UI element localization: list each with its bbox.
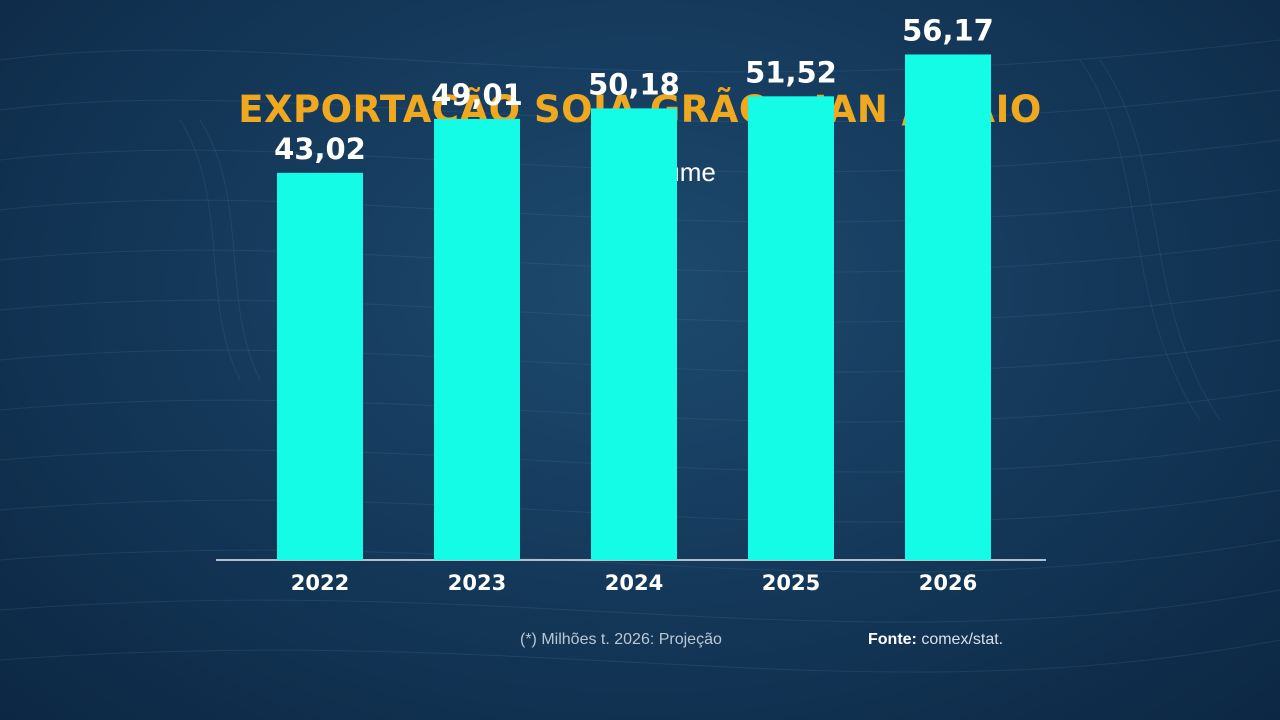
value-label-2026: 56,17 bbox=[902, 13, 994, 47]
value-label-2022: 43,02 bbox=[274, 132, 366, 166]
bar-2023 bbox=[434, 118, 520, 560]
x-tick-label-2024: 2024 bbox=[605, 571, 663, 595]
value-label-2024: 50,18 bbox=[588, 67, 680, 101]
source-value: comex/stat. bbox=[916, 631, 1004, 648]
x-tick-label-2023: 2023 bbox=[448, 571, 506, 595]
x-tick-label-2022: 2022 bbox=[291, 571, 349, 595]
value-label-2023: 49,01 bbox=[431, 78, 523, 112]
x-tick-label-2025: 2025 bbox=[762, 571, 820, 595]
bar-2022 bbox=[277, 172, 363, 560]
bar-2025 bbox=[748, 96, 834, 560]
bar-2024 bbox=[591, 108, 677, 560]
source-credit: Fonte: comex/stat. bbox=[868, 631, 1003, 649]
source-label: Fonte: bbox=[868, 631, 917, 648]
bar-2026 bbox=[905, 54, 991, 560]
footnote-units: (*) Milhões t. 2026: Projeção bbox=[520, 631, 722, 648]
x-tick-label-2026: 2026 bbox=[919, 571, 977, 595]
value-label-2025: 51,52 bbox=[745, 55, 837, 89]
